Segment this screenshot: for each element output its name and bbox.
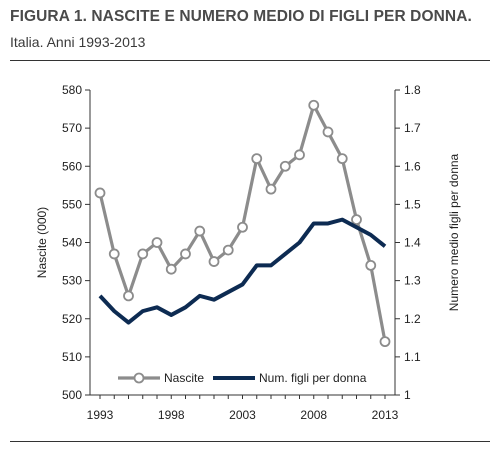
left-tick-label: 570	[62, 121, 82, 135]
left-tick-label: 510	[62, 350, 82, 364]
data-point	[237, 221, 248, 233]
data-point	[379, 336, 391, 348]
right-tick-label: 1.6	[404, 159, 421, 173]
data-point	[351, 214, 362, 226]
series-figli-per-donna	[98, 217, 387, 325]
legend-label: Num. figli per donna	[259, 371, 367, 385]
x-tick-label: 2013	[372, 408, 399, 422]
data-point	[94, 187, 106, 199]
right-tick-label: 1.1	[404, 350, 421, 364]
data-point	[251, 153, 263, 165]
data-point	[137, 248, 149, 260]
right-tick-label: 1.4	[404, 236, 421, 250]
left-axis-label: Nascite (000)	[35, 207, 49, 278]
right-tick-label: 1.2	[404, 312, 421, 326]
x-tick-label: 1993	[87, 408, 114, 422]
data-point	[336, 153, 348, 165]
data-point	[165, 263, 177, 275]
bottom-rule	[10, 441, 490, 442]
x-tick-label: 1998	[158, 408, 185, 422]
x-tick-label: 2008	[300, 408, 327, 422]
legend-item: Num. figli per donna	[213, 371, 367, 385]
data-point	[322, 126, 334, 138]
chart-subtitle: Italia. Anni 1993-2013	[10, 34, 146, 50]
data-point	[151, 237, 163, 248]
left-tick-label: 520	[62, 312, 82, 326]
right-tick-label: 1.3	[404, 274, 421, 288]
legend-label: Nascite	[164, 371, 204, 385]
data-point	[108, 248, 120, 260]
top-rule	[10, 60, 490, 61]
right-tick-label: 1.8	[404, 83, 421, 97]
x-tick-label: 2003	[229, 408, 256, 422]
chart-title: FIGURA 1. NASCITE E NUMERO MEDIO DI FIGL…	[10, 8, 472, 25]
series-line	[98, 217, 387, 325]
data-point	[308, 99, 320, 111]
left-tick-label: 580	[62, 83, 82, 97]
left-tick-label: 500	[62, 388, 82, 402]
right-tick-label: 1	[404, 388, 411, 402]
right-tick-label: 1.5	[404, 197, 421, 211]
data-point	[294, 149, 305, 161]
left-tick-label: 540	[62, 236, 82, 250]
left-tick-label: 550	[62, 197, 82, 211]
data-point	[265, 183, 277, 195]
data-point	[123, 290, 134, 302]
series-nascite	[94, 99, 391, 348]
legend-marker	[133, 372, 145, 384]
data-point	[180, 248, 191, 260]
data-point	[279, 160, 291, 172]
data-point	[208, 256, 220, 267]
left-tick-label: 560	[62, 159, 82, 173]
left-tick-label: 530	[62, 274, 82, 288]
right-tick-label: 1.7	[404, 121, 421, 135]
legend-item: Nascite	[118, 371, 204, 385]
data-point	[365, 259, 377, 271]
data-point	[222, 244, 234, 256]
right-axis-label: Numero medio figli per donna	[447, 153, 461, 311]
data-point	[194, 225, 206, 237]
